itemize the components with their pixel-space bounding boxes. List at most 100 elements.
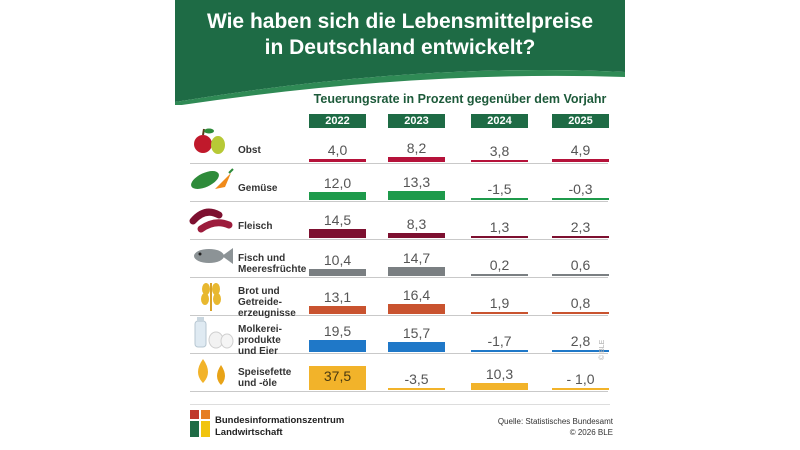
header-banner xyxy=(175,0,625,105)
value-label: 0,2 xyxy=(489,257,510,273)
value-label: 12,0 xyxy=(323,175,352,192)
year-header-2023: 2023 xyxy=(388,114,445,128)
value-label: -0,3 xyxy=(568,181,593,197)
value-label: -1,7 xyxy=(487,333,512,349)
value-label: 37,5 xyxy=(323,368,352,384)
value-label: 4,0 xyxy=(327,142,348,159)
page-title-line1: Wie haben sich die Lebensmittelpreise xyxy=(206,10,594,33)
value-bar xyxy=(388,303,445,314)
value-label: - 1,0 xyxy=(566,371,595,387)
value-bar xyxy=(388,191,445,200)
category-label-line: und Eier xyxy=(238,345,279,357)
category-label-line: und -öle xyxy=(238,378,277,389)
value-bar xyxy=(309,305,366,314)
oil-drops-icon xyxy=(198,359,225,385)
row-divider xyxy=(190,163,608,164)
value-bar xyxy=(388,387,445,390)
value-bar xyxy=(309,159,366,162)
value-label: 15,7 xyxy=(402,324,431,341)
value-bar xyxy=(309,269,366,276)
value-label: 16,4 xyxy=(402,286,431,303)
value-label: 2,8 xyxy=(570,333,591,349)
category-label-line: Gemüse xyxy=(238,182,278,194)
value-label: 14,5 xyxy=(323,211,352,228)
year-header-2024: 2024 xyxy=(471,114,528,128)
category-label: Fisch und Meeresfrüchte xyxy=(238,253,306,275)
value-bar xyxy=(552,236,609,238)
source-note: Quelle: Statistisches Bundesamt xyxy=(497,417,613,426)
year-header-2022: 2022 xyxy=(309,114,366,128)
value-bar xyxy=(552,198,609,200)
value-bar xyxy=(552,388,609,390)
value-bar xyxy=(388,156,445,162)
value-bar xyxy=(552,312,609,314)
value-bar xyxy=(471,350,528,352)
value-bar xyxy=(552,158,609,162)
value-label: -1,5 xyxy=(487,181,512,197)
header-swoosh xyxy=(175,70,625,105)
chart-subtitle: Teuerungsrate in Prozent gegenüber dem V… xyxy=(313,92,607,106)
row-divider xyxy=(190,353,608,354)
value-label: 0,6 xyxy=(570,257,591,273)
category-label-line: Fleisch xyxy=(238,220,273,232)
footer-divider xyxy=(190,404,610,405)
value-bar xyxy=(552,350,609,352)
category-label: Speisefette und -öle xyxy=(238,367,291,389)
value-label: 19,5 xyxy=(323,322,352,339)
category-label: Fleisch xyxy=(238,221,272,232)
fruit-icon xyxy=(194,128,225,154)
value-label: 2,3 xyxy=(570,219,591,235)
category-label: Brot und Getreide-erzeugnisse xyxy=(238,286,296,319)
category-label: Molkerei-produkte und Eier xyxy=(238,324,282,357)
value-bar xyxy=(388,266,445,276)
vegetable-icon xyxy=(191,168,234,189)
sausage-icon xyxy=(189,208,233,233)
value-bar xyxy=(471,312,528,314)
year-header-2025: 2025 xyxy=(552,114,609,128)
category-label-line: Getreide- xyxy=(238,296,282,308)
dairy-icon xyxy=(194,317,234,349)
infographic-card: Wie haben sich die Lebensmittelpreise in… xyxy=(175,0,625,450)
header-background xyxy=(175,0,625,102)
category-label-line: Molkerei- xyxy=(238,323,282,335)
value-bar xyxy=(388,232,445,238)
value-label: 8,2 xyxy=(406,139,427,156)
category-label: Gemüse xyxy=(238,183,277,194)
value-bar xyxy=(309,192,366,200)
watermark: © BLE xyxy=(599,339,606,360)
value-label: 1,3 xyxy=(489,219,510,235)
value-label: 1,9 xyxy=(489,295,510,311)
value-bar xyxy=(471,274,528,276)
value-label: 13,3 xyxy=(402,174,431,191)
wheat-icon xyxy=(201,283,221,311)
category-label-line: Speisefette xyxy=(238,367,292,378)
org-name-line2: Landwirtschaft xyxy=(215,427,283,438)
value-bar xyxy=(309,339,366,352)
category-label-line: produkte xyxy=(238,334,281,346)
org-name-line1: Bundesinformationszentrum xyxy=(215,415,345,426)
value-label: 3,8 xyxy=(489,142,510,159)
row-divider xyxy=(190,277,608,278)
value-label: 4,9 xyxy=(570,141,591,158)
value-bar xyxy=(471,236,528,238)
value-label: -3,5 xyxy=(404,370,429,387)
row-divider xyxy=(190,201,608,202)
category-label-line: Obst xyxy=(238,144,261,156)
value-label: 8,3 xyxy=(406,215,427,232)
value-label: 10,4 xyxy=(323,252,352,269)
value-bar xyxy=(552,274,609,276)
value-bar xyxy=(388,341,445,352)
row-divider xyxy=(190,315,608,316)
value-bar xyxy=(309,366,366,390)
category-label: Obst xyxy=(238,145,261,156)
row-divider xyxy=(190,391,608,392)
value-bar xyxy=(471,198,528,200)
row-divider xyxy=(190,239,608,240)
value-label: 13,1 xyxy=(323,288,352,305)
copyright-note: © 2026 BLE xyxy=(569,428,613,437)
category-label-line: Brot und xyxy=(238,285,280,297)
value-label: 10,3 xyxy=(485,366,514,383)
ble-logo-icon xyxy=(190,410,210,437)
category-label-line: Meeresfrüchte xyxy=(238,264,307,275)
value-label: 14,7 xyxy=(402,249,431,266)
